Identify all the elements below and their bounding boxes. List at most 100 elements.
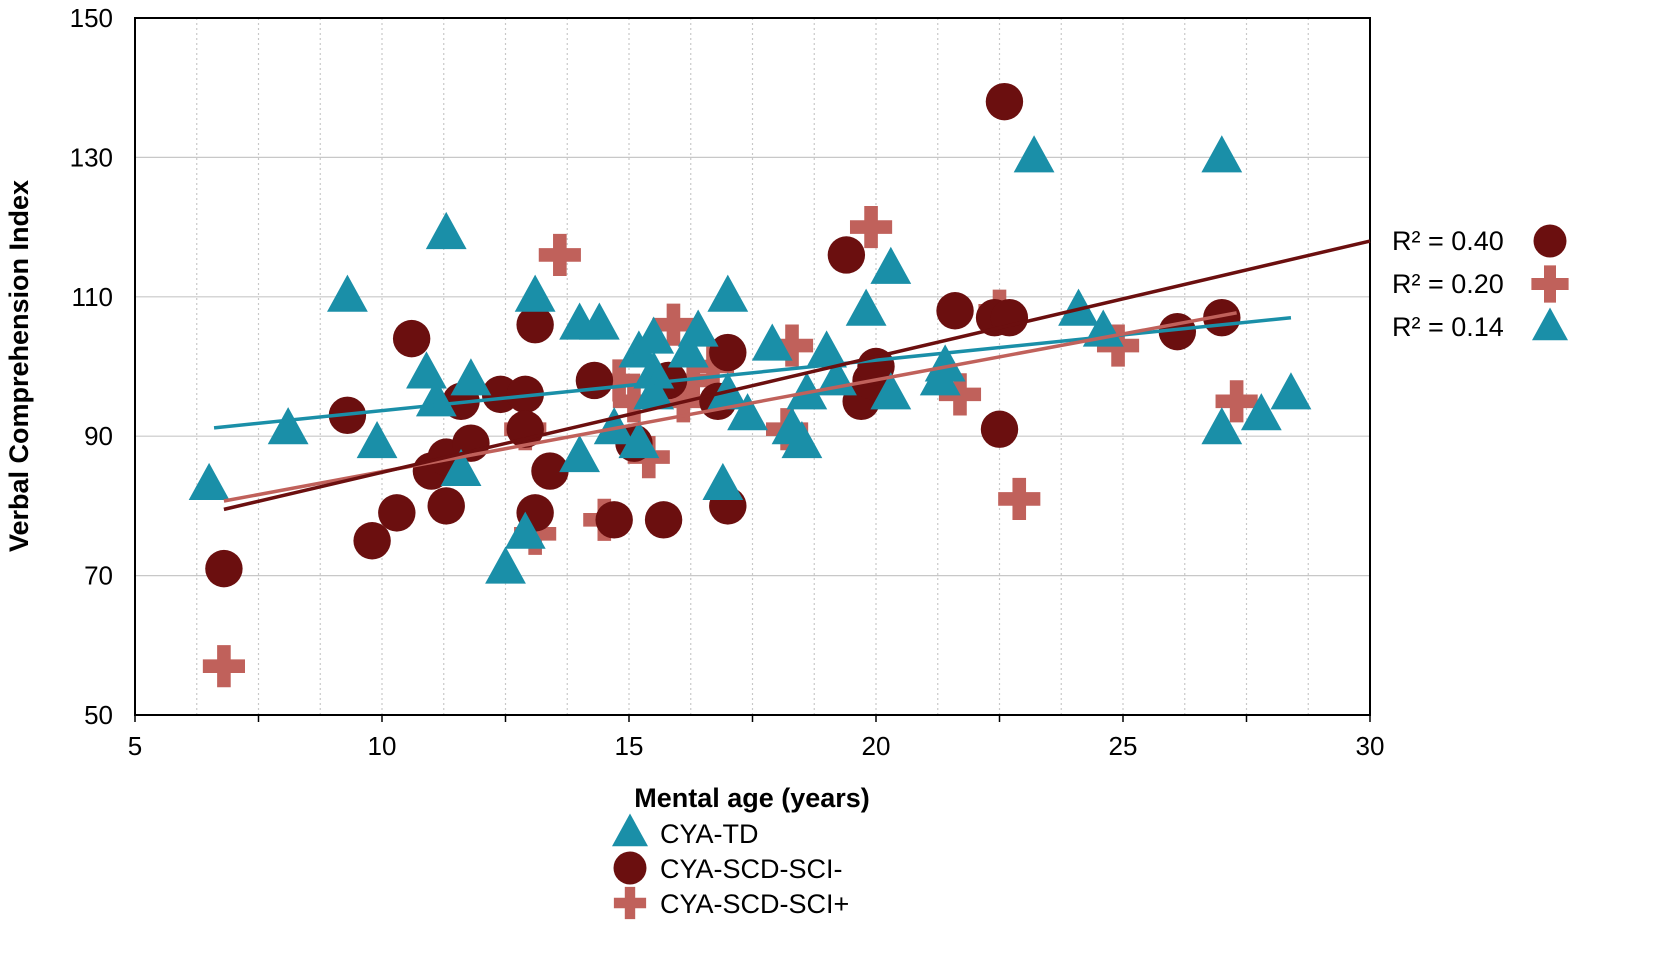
triangle-point [633, 351, 675, 389]
triangle-point [1201, 407, 1243, 445]
triangle-point [440, 448, 482, 487]
triangle-point [1013, 135, 1055, 173]
circle-point [531, 452, 569, 490]
plus-point [998, 477, 1041, 521]
circle-point [980, 410, 1019, 448]
triangle-point [1240, 393, 1282, 431]
plus-point [202, 645, 245, 688]
legend-triangle-icon [612, 813, 648, 847]
y-axis-ticks: 50 70 90 110 130 150 [70, 3, 113, 730]
triangle-point [924, 344, 966, 382]
series-circle-points [205, 82, 1241, 588]
circle-point [936, 292, 974, 330]
plus-point [652, 303, 695, 346]
triangle-point [702, 462, 744, 500]
x-tick-label: 10 [368, 731, 397, 761]
triangle-point [707, 274, 749, 312]
plus-point [849, 206, 893, 249]
x-tick-label: 25 [1109, 731, 1138, 761]
circle-point [353, 522, 391, 560]
circle-point [985, 82, 1024, 121]
y-tick-label: 130 [70, 142, 113, 172]
r2-label: R² = 0.20 [1392, 269, 1504, 299]
triangle-point [578, 302, 620, 340]
triangle-point [806, 330, 847, 368]
plus-point [691, 345, 735, 388]
r2-label: R² = 0.40 [1392, 226, 1504, 256]
data-points [188, 82, 1312, 688]
plus-point [770, 324, 814, 367]
series-legend: CYA-TD CYA-SCD-SCI- CYA-SCD-SCI+ [612, 813, 849, 920]
circle-point [506, 410, 544, 448]
trendline-circle [223, 239, 1371, 512]
y-tick-label: 70 [84, 561, 113, 591]
triangle-point [188, 462, 230, 500]
circle-point [427, 487, 465, 525]
plus-point [612, 380, 656, 423]
legend-label: CYA-TD [660, 819, 759, 849]
triangle-point [618, 421, 660, 459]
triangle-point [1270, 372, 1312, 410]
x-axis-ticks: 5 10 15 20 25 30 [128, 715, 1385, 761]
triangle-point [870, 372, 912, 410]
triangle-point [356, 421, 398, 459]
y-tick-label: 90 [84, 421, 113, 451]
triangle-point [514, 274, 556, 312]
plus-point [1215, 380, 1258, 423]
triangle-point [450, 358, 492, 396]
r2-label: R² = 0.14 [1392, 312, 1504, 342]
y-tick-label: 110 [72, 282, 113, 312]
r2-legend: R² = 0.40 R² = 0.20 R² = 0.14 [1392, 224, 1569, 342]
triangle-point [845, 288, 887, 326]
circle-point [378, 494, 416, 532]
x-tick-label: 15 [615, 731, 644, 761]
x-tick-label: 20 [862, 731, 891, 761]
series-triangle-points [188, 135, 1312, 584]
circle-point [709, 333, 747, 372]
triangle-point [633, 372, 675, 410]
triangle-point [485, 546, 526, 584]
triangle-point [633, 316, 675, 354]
y-tick-label: 150 [70, 3, 113, 33]
triangle-point [425, 211, 467, 250]
circle-point [595, 501, 633, 539]
triangle-point [751, 323, 793, 361]
triangle-point [870, 246, 912, 284]
triangle-point [727, 393, 768, 431]
circle-point [990, 299, 1029, 337]
y-tick-label: 50 [84, 700, 113, 730]
triangle-point [786, 372, 828, 410]
triangle-point [504, 511, 546, 549]
legend-label: CYA-SCD-SCI- [660, 854, 843, 884]
circle-point [827, 236, 866, 274]
circle-point [575, 361, 614, 400]
grid [135, 18, 1370, 715]
plus-point [598, 359, 641, 402]
triangle-point [1058, 288, 1099, 326]
series-plus-points [202, 206, 1258, 688]
trendlines [213, 239, 1371, 512]
x-axis-title: Mental age (years) [634, 783, 870, 813]
triangle-point [781, 421, 823, 459]
circle-point [205, 549, 243, 588]
legend-circle-icon [613, 851, 647, 885]
circle-point [644, 501, 683, 539]
circle-point [392, 319, 431, 358]
r2-legend-circle-icon [1533, 224, 1567, 258]
legend-plus-icon [613, 886, 647, 920]
legend-label: CYA-SCD-SCI+ [660, 889, 849, 919]
triangle-point [593, 407, 635, 445]
triangle-point [406, 351, 447, 389]
plot-frame [134, 17, 1371, 716]
y-axis-title: Verbal Comprehension Index [4, 180, 34, 552]
r2-legend-plus-icon [1531, 265, 1569, 303]
triangle-point [667, 330, 709, 368]
triangle-point [677, 309, 719, 347]
x-tick-label: 5 [128, 731, 142, 761]
r2-legend-triangle-icon [1532, 307, 1568, 341]
triangle-point [1201, 135, 1243, 173]
triangle-point [327, 274, 368, 312]
x-tick-label: 30 [1356, 731, 1385, 761]
triangle-point [559, 434, 600, 473]
